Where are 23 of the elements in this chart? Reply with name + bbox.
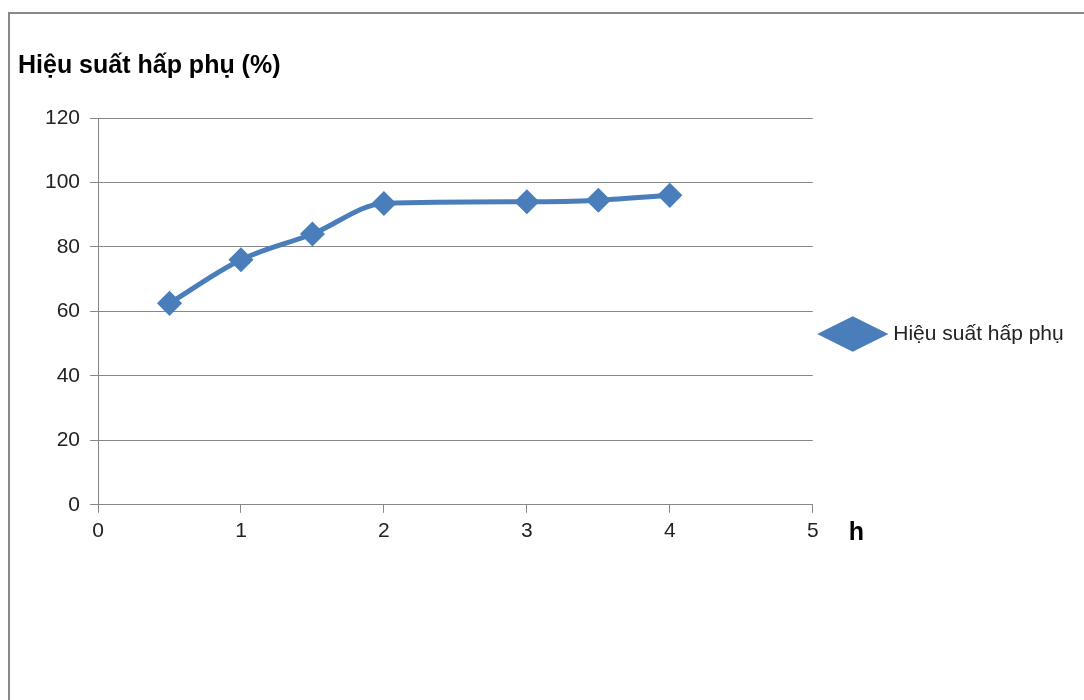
point [658,183,682,207]
y-tick-label: 20 [56,427,81,451]
y-tick-label: 80 [56,233,81,257]
x-tick-label: 4 [663,518,676,542]
x-axis-title: h [848,516,865,545]
x-tick-label: 3 [521,518,533,542]
x-tick-label: 1 [235,518,247,542]
legend-label: Hiệu suất hấp phụ [893,320,1064,344]
x-tick-label: 5 [806,518,819,542]
point [158,291,182,315]
x-tick-label: 2 [378,518,390,542]
point [515,190,539,214]
y-axis-title: Hiệu suất hấp phụ (%) [18,49,281,78]
y-tick-label: 100 [44,169,81,193]
y-tick-label: 60 [56,298,81,322]
y-tick-label: 40 [56,362,81,386]
x-tick-label: 0 [92,518,104,542]
point [372,191,396,215]
point [586,188,610,212]
y-tick-label: 0 [68,491,81,515]
point [300,222,324,246]
point [229,248,253,272]
y-tick-label: 120 [44,104,81,128]
